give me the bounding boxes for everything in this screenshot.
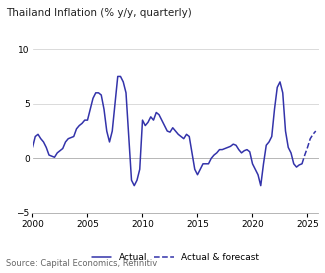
Text: Source: Capital Economics, Refinitiv: Source: Capital Economics, Refinitiv: [6, 259, 158, 268]
Actual: [94, 91, 98, 94]
Actual: [300, 162, 304, 165]
Actual: [116, 75, 120, 78]
Text: Thailand Inflation (% y/y, quarterly): Thailand Inflation (% y/y, quarterly): [6, 8, 192, 18]
Actual & forecast: [300, 162, 304, 165]
Actual: [102, 108, 106, 111]
Actual: [31, 146, 34, 149]
Actual & forecast: [303, 153, 307, 157]
Actual: [171, 126, 175, 129]
Actual: [132, 184, 136, 187]
Actual: [179, 135, 183, 138]
Actual & forecast: [314, 129, 318, 133]
Line: Actual: Actual: [32, 76, 302, 186]
Actual: [248, 150, 252, 153]
Line: Actual & forecast: Actual & forecast: [302, 131, 316, 164]
Actual & forecast: [308, 137, 312, 140]
Actual: [113, 102, 117, 105]
Actual & forecast: [300, 162, 304, 165]
Actual & forecast: [306, 146, 309, 149]
Actual & forecast: [311, 133, 315, 136]
Legend: Actual, Actual & forecast: Actual, Actual & forecast: [92, 254, 259, 263]
